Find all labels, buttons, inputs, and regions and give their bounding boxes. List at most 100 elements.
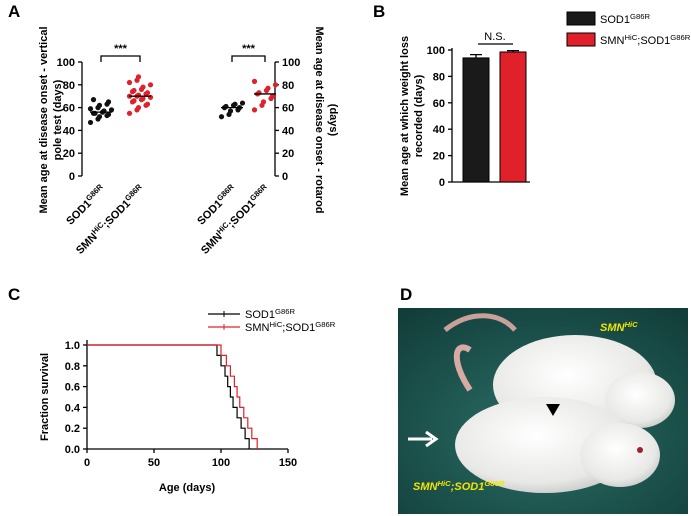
data-point bbox=[251, 78, 258, 84]
data-point bbox=[232, 101, 238, 107]
data-point bbox=[256, 90, 262, 96]
y-tick-label: 40 bbox=[433, 124, 445, 136]
y-tick-label: 60 bbox=[433, 98, 445, 110]
y-tick-label: 40 bbox=[282, 125, 294, 137]
data-point bbox=[135, 92, 142, 98]
y-axis-label: Mean age at which weight loss bbox=[399, 36, 411, 196]
data-point bbox=[239, 100, 246, 106]
y-tick-label: 0.6 bbox=[65, 382, 80, 394]
label-part: SOD1 bbox=[600, 14, 630, 26]
legend-label: SOD1G86R bbox=[245, 307, 295, 322]
label-part: ;SOD1 bbox=[451, 481, 485, 493]
y-tick-label: 40 bbox=[63, 125, 75, 137]
y-axis-label: recorded (days) bbox=[413, 74, 425, 157]
superscript: HiC bbox=[624, 33, 637, 42]
superscript: HiC bbox=[437, 479, 451, 488]
y-tick-label: 100 bbox=[57, 57, 75, 69]
y2-axis-label: Mean age at disease onset - rotarod bbox=[313, 26, 325, 213]
data-point bbox=[108, 107, 115, 113]
y-tick-label: 20 bbox=[433, 151, 445, 163]
y-tick-label: 0 bbox=[69, 171, 75, 183]
mouse-head bbox=[580, 423, 660, 487]
annotation: *** bbox=[114, 43, 128, 55]
bracket bbox=[231, 55, 266, 62]
label-part: SMN bbox=[600, 322, 626, 334]
y-axis-label: Fraction survival bbox=[39, 353, 51, 441]
data-point bbox=[265, 85, 271, 91]
superscript: G86R bbox=[123, 182, 144, 203]
data-point bbox=[131, 98, 137, 104]
bracket bbox=[100, 55, 141, 62]
tail bbox=[453, 344, 473, 392]
data-point bbox=[105, 111, 112, 118]
legend-label: SMNHiC;SOD1G86R bbox=[600, 33, 691, 48]
eye bbox=[637, 447, 643, 453]
data-point bbox=[126, 79, 133, 86]
data-point bbox=[218, 114, 225, 120]
photo-label: SMNHiC bbox=[600, 320, 638, 335]
data-point bbox=[144, 101, 151, 107]
mouse-head bbox=[605, 372, 675, 428]
data-point bbox=[140, 95, 146, 102]
x-tick-label: 100 bbox=[212, 457, 230, 469]
x-tick-label: 0 bbox=[84, 457, 90, 469]
superscript: G86R bbox=[275, 307, 296, 316]
legend-label: SMNHiC;SOD1G86R bbox=[245, 320, 336, 335]
data-point bbox=[147, 82, 154, 88]
data-point bbox=[272, 82, 279, 88]
y-tick-label: 0 bbox=[439, 177, 445, 189]
bar bbox=[462, 57, 490, 183]
y-tick-label: 100 bbox=[282, 57, 300, 69]
data-point bbox=[101, 108, 107, 114]
data-point bbox=[144, 90, 151, 96]
x-axis-label: Age (days) bbox=[159, 482, 216, 494]
y-tick-label: 0 bbox=[282, 171, 288, 183]
photo-label: SMNHiC;SOD1G86R bbox=[413, 479, 505, 494]
arrow bbox=[425, 430, 439, 448]
superscript: G86R bbox=[315, 320, 336, 329]
data-point bbox=[269, 93, 276, 99]
panel-label: A bbox=[8, 2, 20, 21]
data-point bbox=[135, 105, 142, 111]
annotation: *** bbox=[242, 43, 256, 55]
data-point bbox=[87, 106, 94, 112]
data-point bbox=[260, 99, 267, 105]
y-tick-label: 80 bbox=[282, 80, 294, 92]
x-tick-label: SMNHiC;SOD1G86R bbox=[72, 182, 147, 257]
superscript: G86R bbox=[248, 182, 269, 203]
label-part: SMN bbox=[600, 35, 625, 47]
y-tick-label: 100 bbox=[427, 45, 445, 57]
data-point bbox=[227, 108, 234, 114]
y-tick-label: 0.0 bbox=[65, 444, 80, 456]
x-tick-label: 150 bbox=[279, 457, 297, 469]
tail bbox=[443, 313, 517, 332]
superscript: G86R bbox=[84, 182, 105, 203]
label-part: ;SOD1 bbox=[282, 322, 315, 334]
data-point bbox=[135, 74, 142, 80]
y-tick-label: 0.8 bbox=[65, 361, 80, 373]
data-point bbox=[105, 99, 112, 105]
superscript: G86R bbox=[630, 12, 651, 21]
legend-swatch bbox=[566, 32, 596, 47]
y-tick-label: 80 bbox=[63, 80, 75, 92]
data-point bbox=[90, 97, 97, 103]
data-point bbox=[251, 107, 258, 113]
survival-line bbox=[87, 344, 258, 449]
y-tick-label: 60 bbox=[63, 103, 75, 115]
data-point bbox=[223, 103, 229, 110]
panel-label: D bbox=[400, 285, 412, 304]
data-point bbox=[92, 110, 98, 116]
data-point bbox=[147, 94, 154, 100]
superscript: G86R bbox=[215, 182, 236, 203]
legend-label: SOD1G86R bbox=[600, 12, 650, 27]
y-tick-label: 20 bbox=[63, 148, 75, 160]
y2-axis-label: (days) bbox=[327, 104, 339, 137]
bar bbox=[499, 51, 527, 183]
legend-swatch bbox=[566, 11, 596, 26]
panel-label: C bbox=[8, 285, 20, 304]
superscript: HiC bbox=[624, 320, 638, 329]
photo bbox=[398, 308, 688, 514]
y-tick-label: 1.0 bbox=[65, 340, 80, 352]
y-tick-label: 20 bbox=[282, 148, 294, 160]
